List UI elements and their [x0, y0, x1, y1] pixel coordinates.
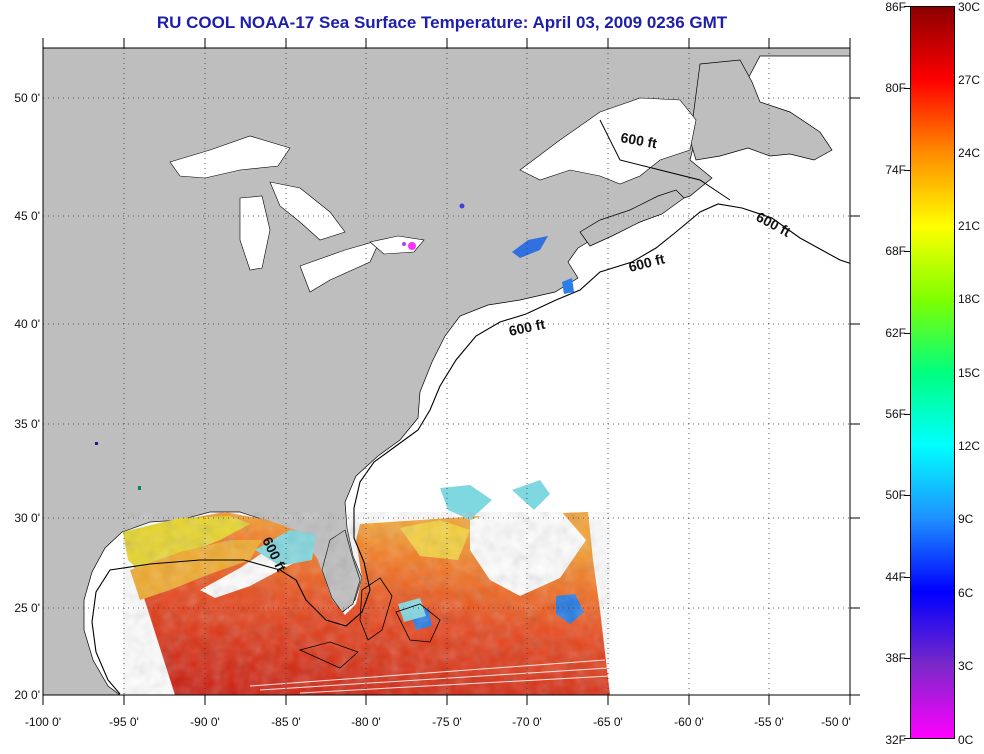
land-florida: [321, 529, 361, 613]
cb-label-56f: 56F: [885, 407, 906, 421]
lon-label-80: -80 0': [351, 715, 381, 729]
cb-label-68f: 68F: [885, 244, 906, 258]
st-lawrence-water: [519, 97, 697, 185]
lon-label-55: -55 0': [754, 715, 784, 729]
lon-label-95: -95 0': [109, 715, 139, 729]
cb-label-3c: 3C: [958, 659, 974, 673]
lon-label-60: -60 0': [674, 715, 704, 729]
lat-label-45: 45 0': [14, 209, 40, 223]
lon-label-75: -75 0': [432, 715, 462, 729]
lon-label-100: -100 0': [24, 715, 62, 729]
lat-label-25: 25 0': [14, 601, 40, 615]
cb-label-50f: 50F: [885, 488, 906, 502]
cb-label-21c: 21C: [958, 219, 981, 233]
lon-label-90: -90 0': [190, 715, 220, 729]
cb-label-18c: 18C: [958, 292, 981, 306]
cb-label-27c: 27C: [958, 73, 981, 87]
cb-label-80f: 80F: [885, 81, 906, 95]
lon-label-85: -85 0': [271, 715, 301, 729]
map-title: RU COOL NOAA-17 Sea Surface Temperature:…: [156, 13, 728, 32]
lon-label-70: -70 0': [512, 715, 542, 729]
great-lakes: [169, 135, 425, 293]
lat-label-40: 40 0': [14, 317, 40, 331]
isobath-label-1: 600 ft: [619, 129, 658, 151]
cb-label-12c: 12C: [958, 439, 981, 453]
cb-label-9c: 9C: [958, 512, 974, 526]
lon-label-65: -65 0': [593, 715, 623, 729]
cb-label-38f: 38F: [885, 651, 906, 665]
cb-label-30c: 30C: [958, 0, 981, 14]
lat-label-50: 50 0': [14, 91, 40, 105]
cb-label-6c: 6C: [958, 586, 974, 600]
cb-label-0c: 0C: [958, 733, 974, 747]
lon-label-50: -50 0': [821, 715, 851, 729]
temperature-colorbar: [910, 6, 955, 739]
lat-label-20: 20 0': [14, 688, 40, 702]
lat-label-35: 35 0': [14, 417, 40, 431]
cb-label-15c: 15C: [958, 366, 981, 380]
cb-label-86f: 86F: [885, 0, 906, 14]
isobath-label-4: 600 ft: [507, 316, 546, 339]
lat-label-30: 30 0': [14, 511, 40, 525]
cb-label-32f: 32F: [885, 733, 906, 747]
isobath-600ft: [91, 203, 850, 695]
land-nova-scotia: [579, 189, 685, 247]
cb-label-44f: 44F: [885, 570, 906, 584]
cb-label-74f: 74F: [885, 163, 906, 177]
cb-label-24c: 24C: [958, 146, 981, 160]
land-newfoundland: [689, 59, 833, 161]
cb-label-62f: 62F: [885, 326, 906, 340]
